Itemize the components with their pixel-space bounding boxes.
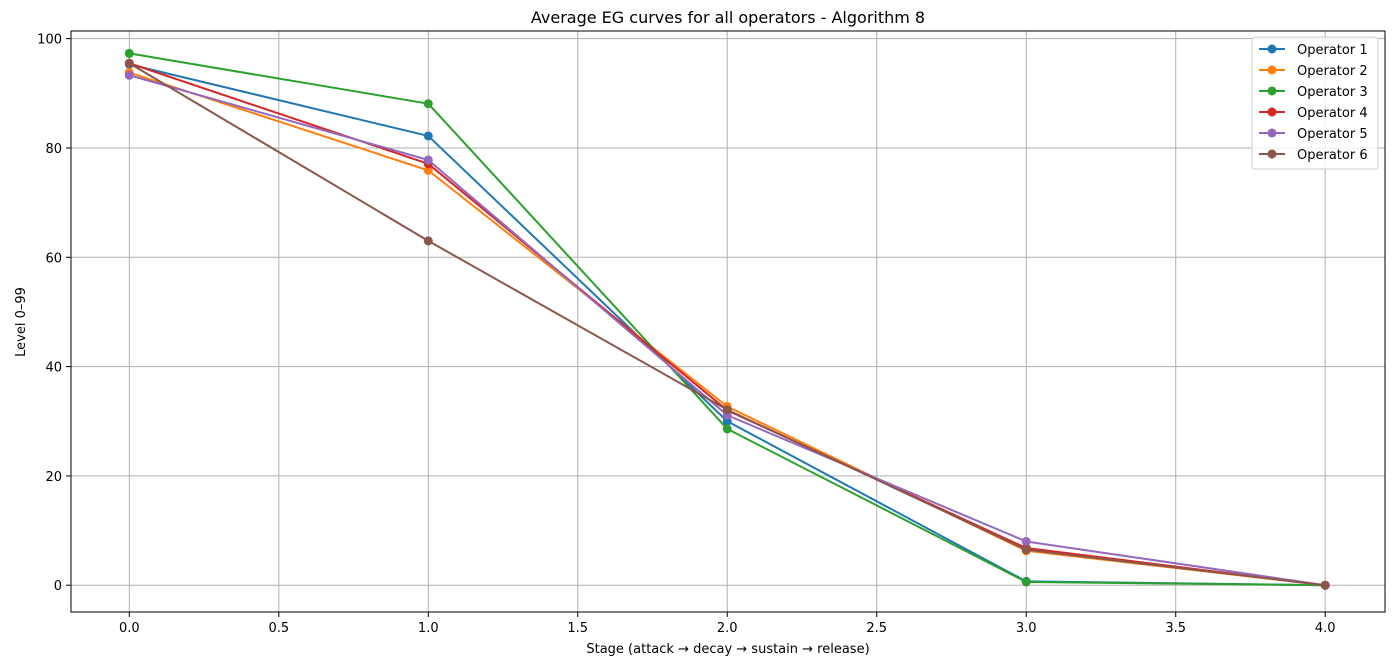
x-tick-label: 1.5 bbox=[567, 621, 588, 636]
legend-label: Operator 4 bbox=[1297, 106, 1368, 121]
series-operator-3 bbox=[124, 48, 1330, 590]
x-tick-label: 0.0 bbox=[119, 621, 140, 636]
series-group bbox=[124, 48, 1330, 590]
x-tick-label: 4.0 bbox=[1315, 621, 1336, 636]
legend-item: Operator 6 bbox=[1259, 148, 1368, 163]
legend-marker bbox=[1267, 65, 1277, 75]
x-tick-label: 0.5 bbox=[268, 621, 289, 636]
y-tick-label: 80 bbox=[45, 142, 62, 157]
data-point bbox=[722, 405, 732, 415]
legend-label: Operator 2 bbox=[1297, 64, 1368, 79]
x-axis-label: Stage (attack → decay → sustain → releas… bbox=[586, 642, 869, 657]
y-tick-label: 100 bbox=[37, 33, 62, 48]
x-tick-label: 3.0 bbox=[1016, 621, 1037, 636]
legend-marker bbox=[1267, 128, 1277, 138]
y-tick-label: 60 bbox=[45, 251, 62, 266]
data-point bbox=[124, 58, 134, 68]
legend-item: Operator 3 bbox=[1259, 85, 1368, 100]
data-point bbox=[423, 236, 433, 246]
axis-ticks: 0.0 0.5 1.0 1.5 2.0 2.5 3.0 3.5 4.0 0 20 40 60 80 100 bbox=[37, 33, 1335, 636]
data-point bbox=[423, 131, 433, 141]
y-axis-label: Level 0–99 bbox=[14, 287, 29, 357]
data-point bbox=[423, 155, 433, 165]
x-tick-label: 3.5 bbox=[1165, 621, 1186, 636]
legend-label: Operator 1 bbox=[1297, 43, 1368, 58]
grid bbox=[71, 31, 1385, 612]
legend: Operator 1 Operator 2 Operator 3 Operator 4… bbox=[1251, 36, 1379, 170]
legend-label: Operator 6 bbox=[1297, 148, 1368, 163]
data-point bbox=[1021, 577, 1031, 587]
y-tick-label: 40 bbox=[45, 361, 62, 376]
x-tick-label: 1.0 bbox=[418, 621, 439, 636]
legend-item: Operator 4 bbox=[1259, 106, 1368, 121]
data-point bbox=[124, 70, 134, 80]
y-tick-label: 0 bbox=[54, 579, 62, 594]
series-operator-6 bbox=[124, 58, 1330, 590]
data-point bbox=[1021, 545, 1031, 555]
data-point bbox=[124, 48, 134, 58]
legend-marker bbox=[1267, 107, 1277, 117]
legend-marker bbox=[1267, 86, 1277, 96]
legend-item: Operator 2 bbox=[1259, 64, 1368, 79]
data-point bbox=[423, 99, 433, 109]
chart-title: Average EG curves for all operators - Al… bbox=[531, 8, 925, 27]
y-tick-label: 20 bbox=[45, 470, 62, 485]
data-point bbox=[1021, 536, 1031, 546]
x-tick-label: 2.5 bbox=[866, 621, 887, 636]
plot-frame bbox=[70, 30, 1386, 613]
legend-item: Operator 5 bbox=[1259, 127, 1368, 142]
legend-label: Operator 3 bbox=[1297, 85, 1368, 100]
legend-item: Operator 1 bbox=[1259, 43, 1368, 58]
legend-marker bbox=[1267, 44, 1277, 54]
data-point bbox=[722, 424, 732, 434]
legend-label: Operator 5 bbox=[1297, 127, 1368, 142]
data-point bbox=[1320, 580, 1330, 590]
data-point bbox=[423, 165, 433, 175]
x-tick-label: 2.0 bbox=[717, 621, 738, 636]
legend-marker bbox=[1267, 149, 1277, 159]
